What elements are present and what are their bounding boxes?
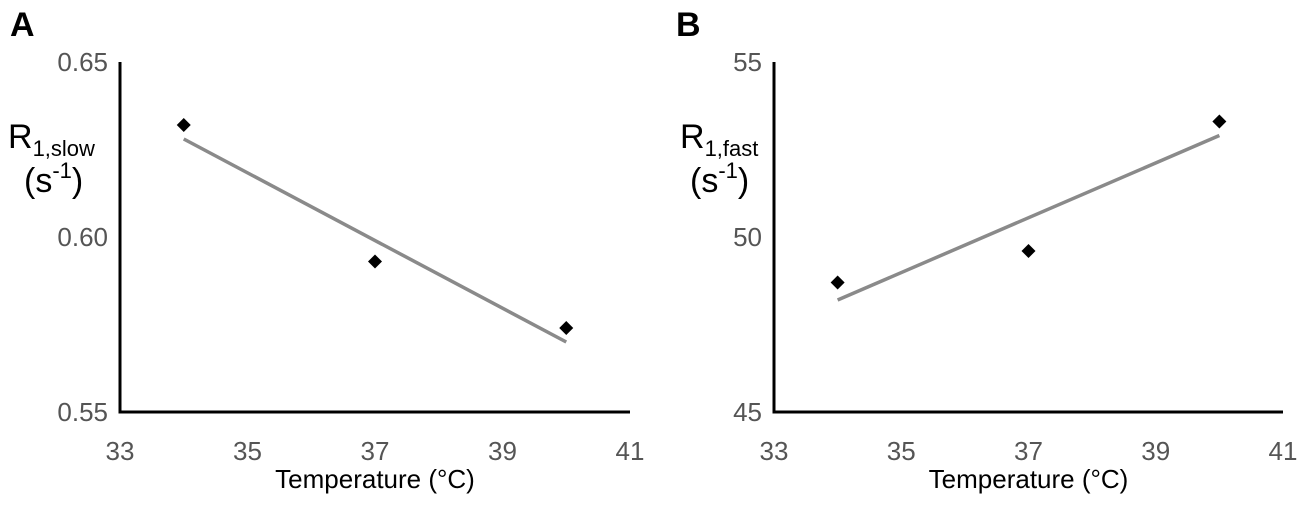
chart-0-data-point <box>559 321 574 335</box>
chart-0-y-axis-title: R1,slow <box>8 118 95 161</box>
chart-0-y-tick-label: 0.60 <box>57 222 108 252</box>
chart-0-x-axis-title: Temperature (°C) <box>275 464 475 494</box>
chart-0-y-tick-label: 0.65 <box>57 47 108 77</box>
chart-0-panel: A 0.55 0.60 0.65 33 35 37 39 41 Temperature (°C) R… <box>8 6 644 494</box>
chart-1-y-axis-unit-close: ) <box>738 162 749 200</box>
chart-1-panel: B 45 50 55 33 35 37 39 41 Temperature (°C) R1,fast… <box>676 6 1297 494</box>
chart-1-y-axis-unit-superscript: -1 <box>718 158 738 183</box>
chart-1-y-axis-unit: (s-1) <box>690 158 749 200</box>
chart-0-x-tick-label: 35 <box>233 436 262 466</box>
chart-0-y-axis-unit-base: (s <box>24 162 52 200</box>
chart-0-panel-label: A <box>10 6 35 44</box>
chart-1-x-tick-label: 33 <box>760 436 789 466</box>
chart-0-trendline <box>182 137 568 344</box>
chart-1-y-tick-label: 45 <box>733 397 762 427</box>
chart-1-panel-label: B <box>676 6 701 44</box>
chart-1-y-axis-title: R1,fast <box>680 118 758 161</box>
chart-1-x-tick-label: 41 <box>1269 436 1298 466</box>
chart-1-x-tick-label: 35 <box>887 436 916 466</box>
chart-0-y-axis-unit: (s-1) <box>24 158 83 200</box>
chart-1-data-point <box>1021 244 1036 258</box>
chart-0-x-tick-label: 33 <box>106 436 135 466</box>
chart-1-y-tick-label: 55 <box>733 47 762 77</box>
chart-0-y-axis-unit-superscript: -1 <box>52 158 72 183</box>
chart-1-data-point <box>1212 114 1227 129</box>
chart-0-x-tick-label: 39 <box>488 436 517 466</box>
chart-0-x-tick-label: 41 <box>616 436 645 466</box>
chart-0-x-tick-label: 37 <box>361 436 390 466</box>
chart-1-x-axis-title: Temperature (°C) <box>929 464 1129 494</box>
chart-1-x-tick-label: 37 <box>1014 436 1043 466</box>
chart-1-data-point <box>830 275 845 290</box>
chart-0-data-point <box>176 118 191 132</box>
chart-1-trendline <box>836 133 1221 302</box>
chart-0-y-axis-title-subscript: 1,slow <box>33 136 95 161</box>
chart-0-y-tick-label: 0.55 <box>57 397 108 427</box>
chart-0-y-axis-unit-close: ) <box>72 162 83 200</box>
chart-1-y-tick-label: 50 <box>733 222 762 252</box>
chart-1-y-axis-title-subscript: 1,fast <box>705 136 759 161</box>
chart-1-x-tick-label: 39 <box>1141 436 1170 466</box>
chart-0-data-point <box>368 254 382 269</box>
chart-1-y-axis-unit-base: (s <box>690 162 718 200</box>
chart-0-y-axis-title-base: R <box>8 118 33 156</box>
chart-1-y-axis-title-base: R <box>680 118 705 156</box>
